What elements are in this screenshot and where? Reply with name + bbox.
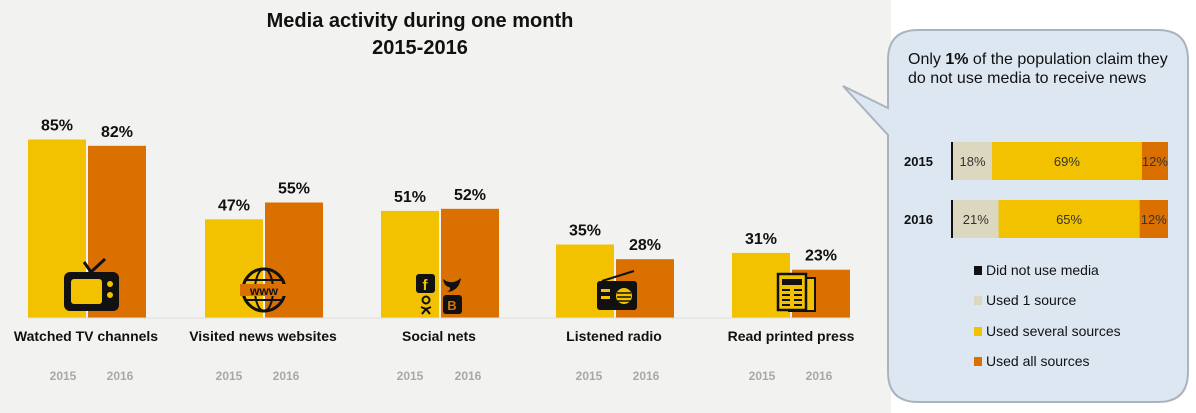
segment-used-1-source	[953, 200, 999, 238]
odnoklassniki-icon	[421, 295, 431, 305]
tv-screen	[71, 279, 102, 304]
bar-2016-1	[265, 202, 323, 318]
data-label: 31%	[745, 231, 777, 248]
tv-knob	[107, 281, 113, 287]
radio-handle	[601, 270, 635, 282]
twitter-icon	[443, 278, 461, 292]
segment-label: 21%	[963, 212, 989, 227]
callout-highlight: 1%	[945, 51, 969, 68]
year-label: 2015	[397, 369, 424, 383]
year-label: 2016	[273, 369, 300, 383]
vkontakte-icon	[443, 295, 462, 314]
data-label: 55%	[278, 181, 310, 198]
tv-knob	[107, 292, 113, 298]
segment-used-all-sources	[1139, 200, 1168, 238]
data-label: 82%	[101, 124, 133, 141]
chart-subtitle: 2015-2016	[372, 37, 468, 59]
row-label: 2016	[904, 212, 933, 227]
legend-swatch	[974, 327, 982, 336]
year-label: 2016	[806, 369, 833, 383]
newspaper-icon	[776, 272, 816, 312]
year-label: 2016	[455, 369, 482, 383]
radio-dial	[601, 296, 610, 299]
segment-label: 18%	[960, 154, 986, 169]
category-label: Watched TV channels	[14, 328, 158, 344]
newspaper-headline	[782, 279, 802, 285]
segment-used-all-sources	[1141, 142, 1168, 180]
tv-icon	[64, 257, 119, 311]
legend-swatch	[974, 357, 982, 366]
segment-used-several-sources	[998, 200, 1140, 238]
odnoklassniki-figure	[420, 306, 432, 315]
social-networks-icon: fB	[416, 274, 462, 315]
www-glyph: www	[249, 284, 279, 298]
tv-antenna	[82, 261, 93, 273]
segment-label: 69%	[1054, 154, 1080, 169]
callout-text: Only 1% of the population claim they do …	[908, 50, 1178, 88]
year-label: 2016	[107, 369, 134, 383]
globe-band	[240, 284, 288, 296]
data-label: 47%	[218, 197, 250, 214]
callout-prefix: Only	[908, 51, 946, 68]
year-label: 2015	[749, 369, 776, 383]
vkontakte-glyph: B	[447, 298, 456, 313]
segment-label: 65%	[1056, 212, 1082, 227]
data-label: 51%	[394, 189, 426, 206]
category-label: Social nets	[402, 328, 476, 344]
globe-www-icon: www	[240, 267, 288, 313]
chart-title: Media activity during one month	[266, 10, 574, 32]
legend-label: Used all sources	[986, 353, 1090, 369]
facebook-glyph: f	[423, 277, 429, 294]
radio-speaker	[616, 288, 632, 304]
legend-label: Used several sources	[986, 323, 1121, 339]
segment-used-1-source	[953, 142, 993, 180]
tv-antenna	[89, 257, 107, 274]
legend-swatch	[974, 266, 982, 275]
chart-panel	[0, 0, 891, 413]
bar-chart: 85% 82% Watched TV channels 2015 2016 47% 55% V…	[14, 118, 855, 384]
data-label: 85%	[41, 118, 73, 135]
bar-2015-1	[205, 219, 263, 318]
category-label: Visited news websites	[189, 328, 337, 344]
segment-did-not-use-media	[951, 200, 953, 238]
year-label: 2016	[633, 369, 660, 383]
legend-swatch	[974, 296, 982, 305]
data-label: 52%	[454, 187, 486, 204]
radio-dial	[601, 289, 610, 292]
segment-label: 12%	[1142, 154, 1168, 169]
row-label: 2015	[904, 154, 933, 169]
data-label: 23%	[805, 248, 837, 265]
year-label: 2015	[576, 369, 603, 383]
segment-label: 12%	[1141, 212, 1167, 227]
radio-icon	[597, 270, 637, 310]
facebook-icon	[416, 274, 435, 293]
callout-suffix: of the population claim they do not use …	[908, 51, 1168, 87]
category-label: Read printed press	[728, 328, 855, 344]
category-label: Listened radio	[566, 328, 662, 344]
year-label: 2015	[50, 369, 77, 383]
data-label: 28%	[629, 237, 661, 254]
segment-used-several-sources	[992, 142, 1142, 180]
data-label: 35%	[569, 223, 601, 240]
segment-did-not-use-media	[951, 142, 953, 180]
legend-label: Used 1 source	[986, 292, 1076, 308]
year-label: 2015	[216, 369, 243, 383]
legend-label: Did not use media	[986, 262, 1099, 278]
